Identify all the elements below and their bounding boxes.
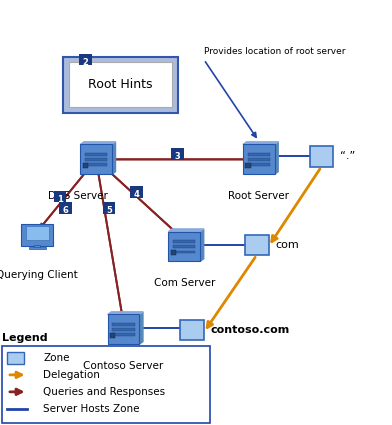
Text: 3: 3 (175, 152, 180, 161)
Polygon shape (108, 312, 143, 314)
Text: Zone: Zone (43, 353, 70, 363)
FancyBboxPatch shape (21, 224, 53, 246)
FancyBboxPatch shape (80, 144, 112, 174)
FancyBboxPatch shape (85, 153, 107, 156)
Polygon shape (80, 142, 116, 145)
FancyBboxPatch shape (63, 57, 178, 113)
Text: 6: 6 (63, 207, 68, 215)
FancyBboxPatch shape (169, 232, 200, 261)
FancyBboxPatch shape (59, 202, 72, 214)
Text: Contoso Server: Contoso Server (83, 361, 163, 371)
Text: contoso.com: contoso.com (211, 325, 290, 335)
FancyBboxPatch shape (26, 226, 49, 240)
FancyBboxPatch shape (180, 320, 204, 340)
FancyBboxPatch shape (130, 186, 143, 198)
Text: Delegation: Delegation (43, 370, 100, 380)
Text: com: com (275, 240, 299, 250)
FancyBboxPatch shape (171, 250, 176, 255)
Text: DNS Server: DNS Server (49, 191, 108, 201)
Text: 2: 2 (83, 58, 88, 67)
FancyBboxPatch shape (173, 240, 195, 243)
Polygon shape (139, 312, 143, 344)
FancyBboxPatch shape (243, 144, 274, 174)
Text: Querying Client: Querying Client (0, 270, 78, 280)
Polygon shape (200, 229, 204, 261)
FancyBboxPatch shape (108, 314, 139, 344)
FancyBboxPatch shape (110, 333, 115, 338)
FancyBboxPatch shape (245, 163, 250, 168)
FancyBboxPatch shape (310, 146, 333, 167)
Text: Server Hosts Zone: Server Hosts Zone (43, 404, 140, 414)
FancyBboxPatch shape (79, 54, 92, 65)
Text: 5: 5 (106, 207, 112, 215)
FancyBboxPatch shape (7, 352, 24, 364)
FancyBboxPatch shape (2, 346, 210, 423)
FancyBboxPatch shape (83, 163, 88, 168)
FancyBboxPatch shape (245, 235, 269, 255)
Text: Legend: Legend (2, 333, 47, 343)
Text: Root Hints: Root Hints (89, 79, 153, 91)
Polygon shape (274, 142, 278, 174)
Text: Com Server: Com Server (154, 278, 215, 289)
FancyBboxPatch shape (248, 164, 270, 166)
FancyBboxPatch shape (248, 153, 270, 156)
Text: “.”: “.” (340, 151, 355, 162)
FancyBboxPatch shape (34, 245, 40, 248)
Polygon shape (243, 142, 278, 145)
Polygon shape (112, 142, 116, 174)
FancyBboxPatch shape (113, 328, 134, 331)
FancyBboxPatch shape (173, 245, 195, 248)
FancyBboxPatch shape (69, 62, 172, 107)
Text: Provides location of root server: Provides location of root server (204, 47, 345, 57)
FancyBboxPatch shape (248, 158, 270, 161)
Polygon shape (169, 229, 204, 232)
FancyBboxPatch shape (85, 158, 107, 161)
FancyBboxPatch shape (103, 202, 115, 214)
Text: 4: 4 (134, 190, 139, 199)
Text: Queries and Responses: Queries and Responses (43, 387, 165, 397)
Text: Root Server: Root Server (228, 191, 289, 201)
Text: 1: 1 (57, 195, 63, 204)
FancyBboxPatch shape (171, 148, 184, 160)
FancyBboxPatch shape (85, 164, 107, 166)
FancyBboxPatch shape (29, 247, 46, 249)
FancyBboxPatch shape (173, 251, 195, 253)
FancyBboxPatch shape (113, 334, 134, 336)
FancyBboxPatch shape (113, 323, 134, 326)
FancyBboxPatch shape (54, 190, 66, 202)
